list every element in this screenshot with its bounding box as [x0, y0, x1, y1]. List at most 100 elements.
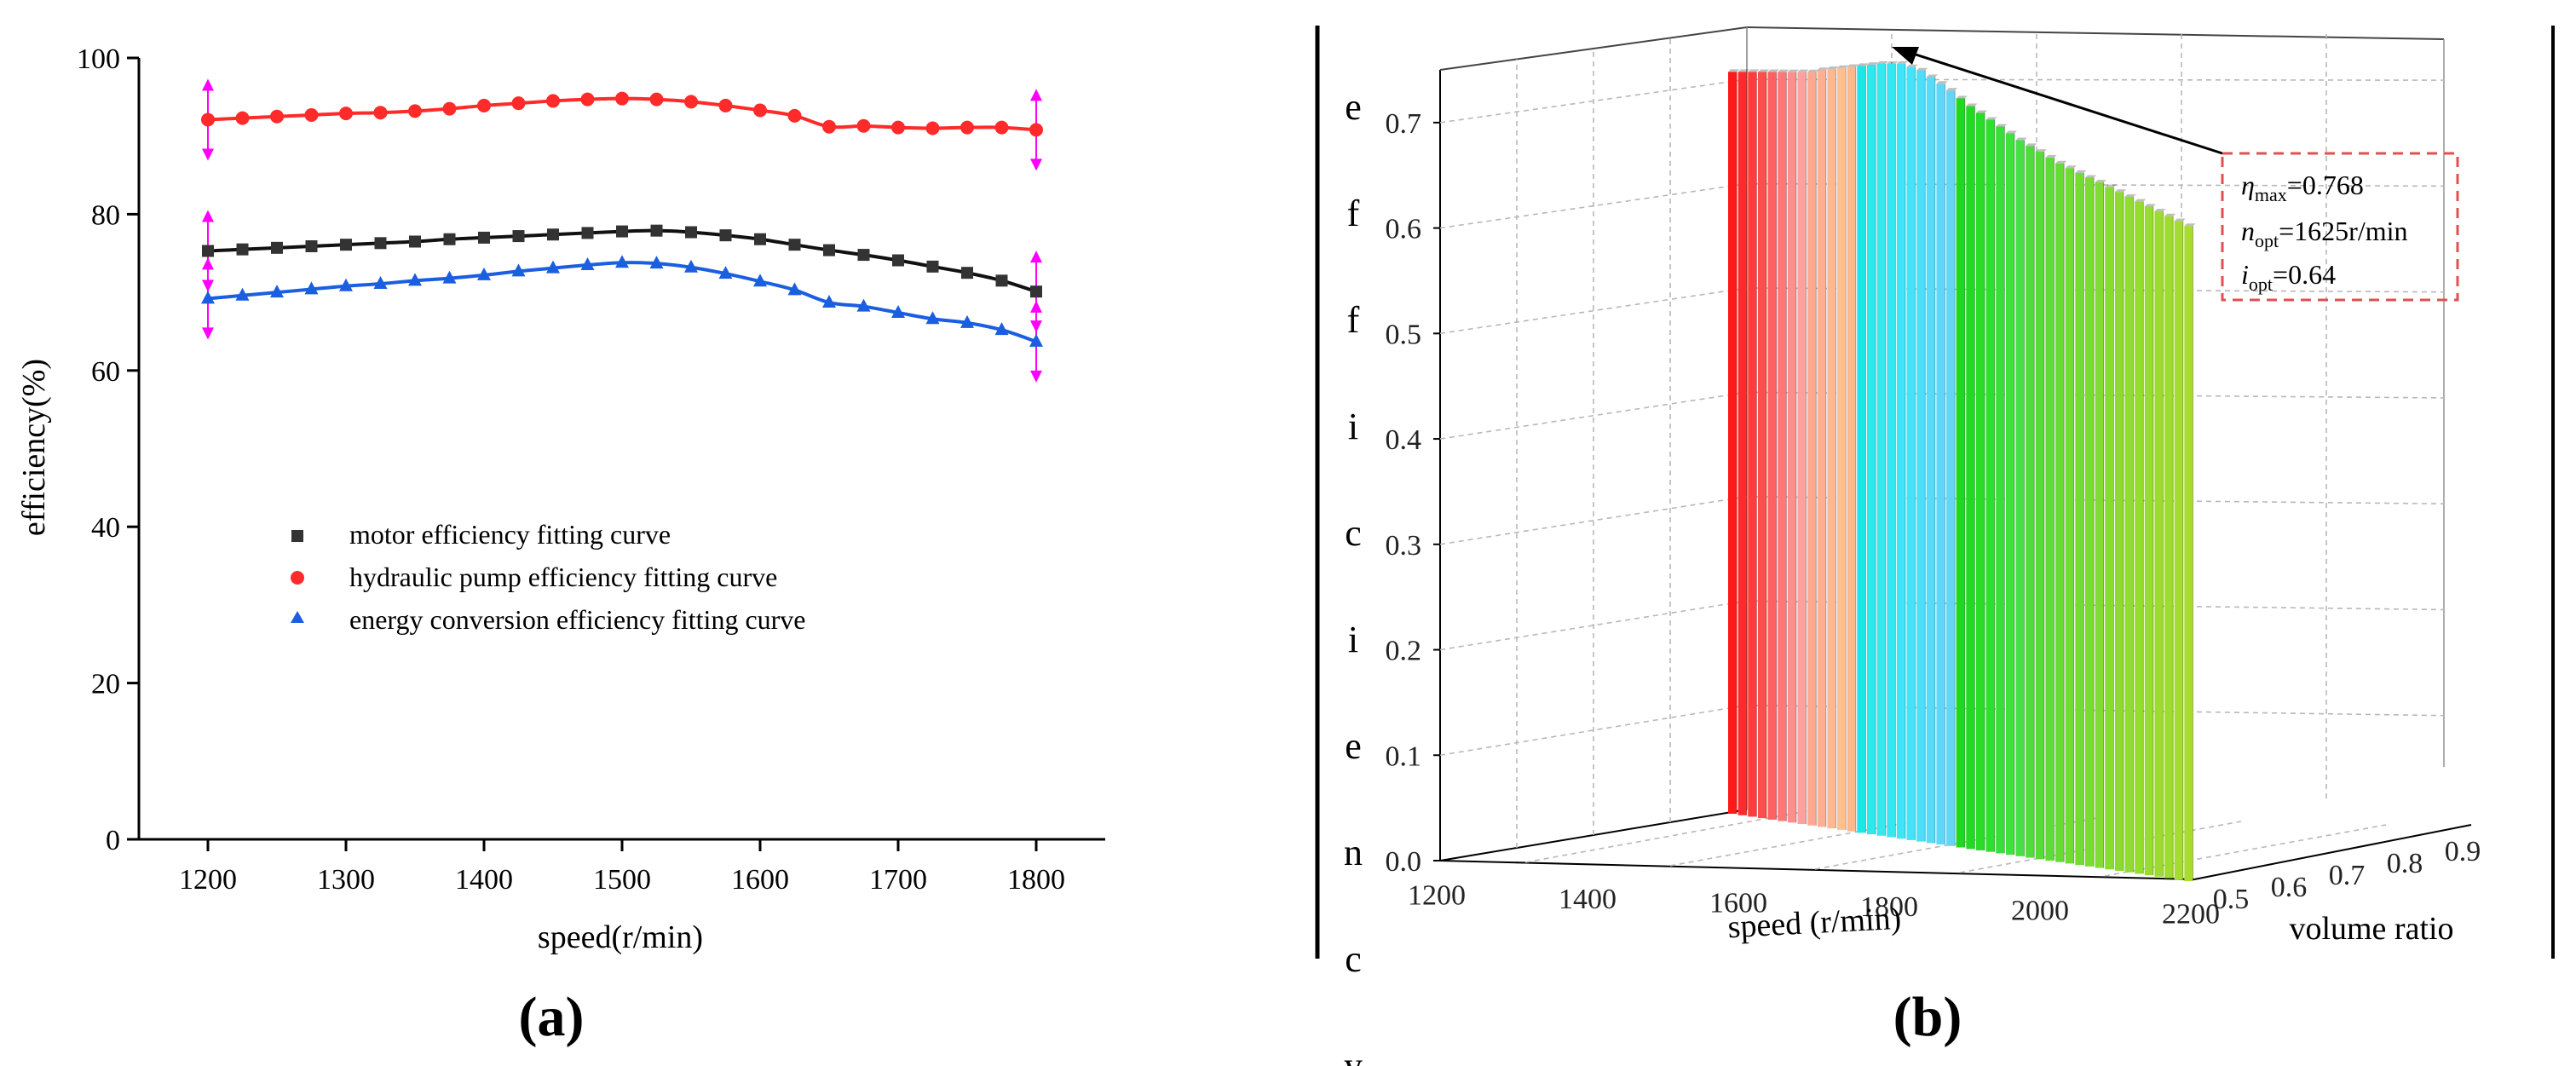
- data-point-motor: [409, 235, 421, 248]
- bar-top: [2055, 160, 2067, 164]
- annotation-arrow-line: [1910, 51, 2223, 155]
- bar-top: [1728, 69, 1740, 72]
- bar-top: [1876, 61, 1888, 64]
- bar-top: [2095, 180, 2106, 183]
- error-bar-cap-bottom: [1030, 158, 1042, 171]
- bar-face: [1876, 63, 1886, 836]
- panel-a-legend: motor efficiency fitting curve hydraulic…: [291, 519, 806, 635]
- panel-b-caption: (b): [1893, 986, 1962, 1048]
- error-bar-cap-top: [202, 78, 214, 91]
- legend-marker-motor: [291, 530, 303, 542]
- panel-b-y-axis-ticks: 0.5 0.6 0.7 0.8 0.9: [2213, 836, 2481, 915]
- data-point-energy: [442, 270, 457, 284]
- bar-face: [2184, 226, 2193, 881]
- panel-b-grid-line: [1439, 704, 1748, 757]
- bar-top: [1985, 117, 1997, 120]
- bar-face: [1936, 84, 1945, 845]
- data-point-motor: [995, 274, 1008, 287]
- data-point-energy: [201, 291, 215, 304]
- bar-face: [2035, 152, 2044, 860]
- data-point-energy: [891, 304, 905, 318]
- bar-top: [2135, 199, 2147, 202]
- bar-face: [1906, 66, 1916, 840]
- bar-top: [1837, 65, 1849, 68]
- panel-a-x-axis-ticks: 1200 1300 1400 1500 1600 1700 1800: [179, 839, 1065, 896]
- error-bar-cap-top: [202, 257, 214, 270]
- data-point-motor: [374, 237, 387, 250]
- bar-top: [1817, 67, 1829, 71]
- data-point-pump: [580, 92, 595, 107]
- data-point-motor: [788, 239, 801, 251]
- bar-top: [2174, 218, 2186, 222]
- data-point-pump: [753, 103, 767, 118]
- bar-face: [1827, 69, 1836, 829]
- bar-face: [2055, 163, 2065, 862]
- series-line-2: [207, 261, 1037, 343]
- data-point-motor: [271, 241, 283, 254]
- data-point-motor: [823, 244, 835, 256]
- data-point-pump: [718, 98, 733, 112]
- panel-b-x-axis-ticks: 1200 1400 1600 1800 2000 2200: [1408, 880, 2220, 931]
- bar-face: [1748, 72, 1757, 817]
- data-point-energy: [718, 266, 733, 279]
- bar-top: [2084, 175, 2097, 178]
- bar-top: [1956, 95, 1968, 99]
- bar-face: [1975, 112, 1985, 850]
- panel-b-y-axis-label: volume ratio: [2289, 911, 2453, 947]
- data-point-pump: [339, 107, 353, 121]
- data-point-pump: [270, 109, 284, 124]
- data-point-energy: [373, 276, 388, 290]
- bar-face: [1767, 72, 1777, 820]
- data-point-pump: [442, 101, 457, 116]
- panel-b-grid: [1439, 26, 2472, 880]
- bar-face: [2144, 206, 2153, 876]
- panel-a-y-tick-label: 0: [106, 825, 120, 856]
- bar-face: [1728, 72, 1738, 814]
- bar-face: [1738, 72, 1747, 815]
- bar-face: [2135, 201, 2144, 874]
- data-point-motor: [340, 239, 352, 251]
- data-point-motor: [616, 225, 628, 238]
- panel-b-x-tick-label: 1800: [1860, 891, 1918, 923]
- panel-b-z-tick-label: 0.4: [1386, 424, 1422, 456]
- panel-b-3d-bar-chart: 0.0 0.1 0.2 0.3 0.4 0.5 0.6 0.7 1200 1400 1600 180…: [1315, 26, 2555, 1066]
- bar-top: [1926, 74, 1938, 78]
- bar-top: [1936, 81, 1948, 84]
- data-point-energy: [546, 260, 560, 274]
- data-point-motor: [719, 229, 732, 242]
- panel-b-x-axis-line: [1439, 860, 2195, 880]
- data-point-energy: [787, 282, 802, 296]
- error-bar-cap-top: [202, 210, 214, 222]
- panel-a-x-tick-label: 1600: [731, 864, 789, 896]
- bar-top: [2164, 213, 2176, 216]
- panel-a-y-tick-label: 100: [77, 43, 120, 75]
- panel-a-x-tick-label: 1800: [1007, 864, 1065, 896]
- legend-marker-pump: [291, 571, 304, 585]
- bar-top: [1767, 69, 1779, 72]
- bar-face: [1797, 72, 1807, 825]
- data-point-motor: [512, 230, 525, 243]
- bar-face: [2075, 172, 2084, 866]
- bar-top: [2144, 204, 2156, 207]
- panel-a-x-tick-label: 1700: [869, 864, 927, 896]
- bar-face: [2154, 211, 2164, 877]
- panel-a-y-tick-label: 40: [91, 512, 120, 544]
- bar-face: [1817, 70, 1826, 827]
- bar-top: [1778, 69, 1789, 72]
- bar-face: [1778, 72, 1787, 821]
- panel-b-y-tick-label: 0.6: [2271, 872, 2308, 903]
- data-point-energy: [994, 322, 1009, 336]
- data-point-pump: [822, 119, 836, 134]
- data-point-energy: [615, 255, 629, 268]
- data-point-energy: [856, 298, 871, 312]
- bar-face: [1966, 106, 1975, 850]
- panel-a-series: [201, 91, 1043, 347]
- bar-face: [1985, 119, 1995, 852]
- error-bar-cap-bottom: [202, 327, 214, 340]
- bar-top: [2105, 184, 2117, 187]
- annotation-eta-max: ηmax=0.768: [2241, 170, 2364, 205]
- data-point-motor: [202, 245, 214, 257]
- panel-b-x-tick-label: 1400: [1559, 884, 1616, 915]
- legend-label-pump: hydraulic pump efficiency fitting curve: [349, 562, 777, 592]
